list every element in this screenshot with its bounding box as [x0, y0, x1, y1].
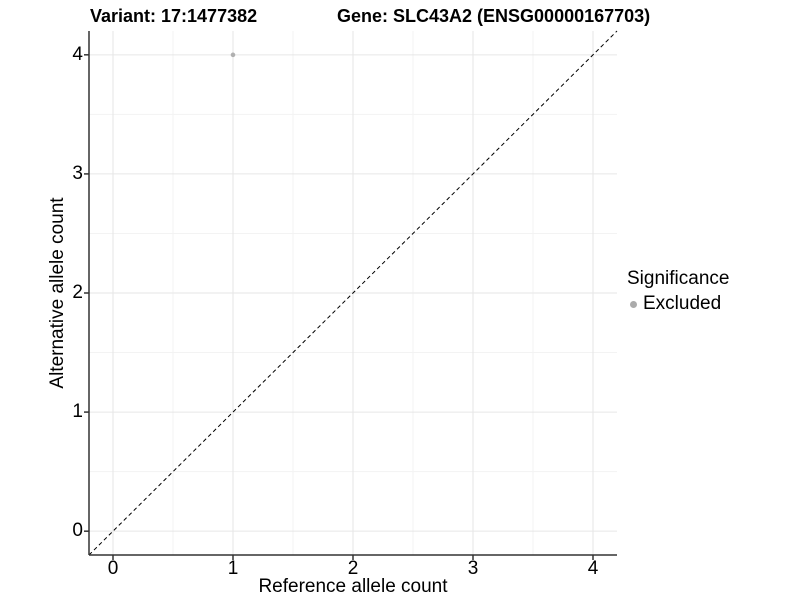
x-tick-label: 3 [467, 558, 479, 579]
x-tick-label: 1 [227, 558, 239, 579]
data-point-excluded [230, 52, 236, 58]
plot-title-variant: Variant: 17:1477382 [90, 6, 258, 26]
x-tick-label: 4 [587, 558, 599, 579]
plot-title-gene: Gene: SLC43A2 (ENSG00000167703) [337, 6, 651, 26]
y-tick-label: 2 [72, 282, 83, 303]
excluded-point-icon [630, 300, 637, 308]
legend-entry-excluded: Excluded [627, 293, 729, 315]
legend: Significance Excluded [627, 268, 729, 315]
plot-panel [84, 30, 618, 560]
y-tick-label: 3 [72, 162, 83, 184]
y-tick-label: 4 [72, 43, 83, 65]
identity-reference-line [88, 30, 618, 556]
x-axis-label: Reference allele count [258, 576, 448, 597]
plot-area-svg [84, 30, 618, 560]
legend-entry-label: Excluded [643, 293, 722, 314]
y-tick-label: 1 [72, 401, 83, 423]
y-tick-label: 0 [72, 520, 83, 542]
x-tick-label: 0 [107, 558, 119, 579]
legend-title: Significance [627, 268, 730, 289]
x-tick-label: 2 [347, 558, 359, 579]
